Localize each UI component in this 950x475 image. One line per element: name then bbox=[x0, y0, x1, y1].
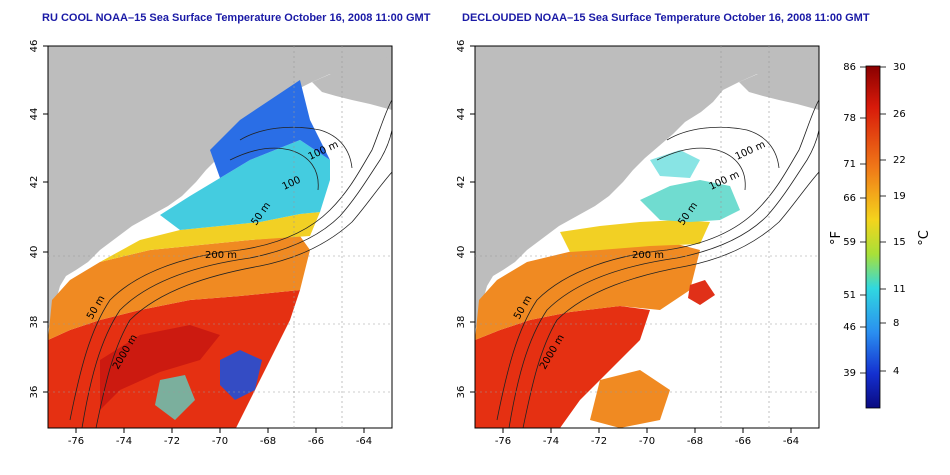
land-peninsula bbox=[312, 56, 392, 110]
sst-swath-cyan bbox=[160, 140, 330, 230]
y-tick-label: 36 bbox=[456, 386, 467, 399]
y-tick-label: 40 bbox=[456, 246, 467, 259]
f-tick-label: 78 bbox=[843, 113, 856, 124]
sst-blue-patch bbox=[220, 350, 262, 400]
x-tick-label: -74 bbox=[116, 436, 132, 447]
x-tick-label: -68 bbox=[260, 436, 276, 447]
colorbar-c-ticks: 30 26 22 19 15 11 8 4 bbox=[893, 62, 906, 377]
panel-2-x-axis: -76 -74 -72 -70 -68 -66 -64 bbox=[495, 436, 799, 447]
land-mass bbox=[475, 46, 819, 330]
x-tick-label: -68 bbox=[687, 436, 703, 447]
land-mass bbox=[48, 46, 392, 330]
sst-cyan-patch bbox=[155, 375, 195, 420]
sst-red-patch bbox=[688, 280, 715, 305]
fahrenheit-unit-label: °F bbox=[829, 231, 844, 245]
sst-orange-tail bbox=[590, 370, 670, 428]
c-tick-label: 30 bbox=[893, 62, 906, 73]
panel-1-tick-marks bbox=[43, 45, 365, 433]
x-tick-label: -70 bbox=[212, 436, 228, 447]
x-tick-label: -72 bbox=[591, 436, 607, 447]
x-tick-label: -70 bbox=[639, 436, 655, 447]
y-tick-label: 42 bbox=[29, 176, 40, 189]
c-tick-label: 11 bbox=[893, 284, 906, 295]
f-tick-label: 71 bbox=[843, 159, 856, 170]
x-tick-label: -66 bbox=[308, 436, 324, 447]
sst-orange bbox=[475, 244, 700, 340]
y-tick-label: 42 bbox=[456, 176, 467, 189]
panel-2-tick-marks bbox=[470, 45, 792, 433]
y-tick-label: 46 bbox=[29, 40, 40, 53]
y-tick-label: 44 bbox=[456, 108, 467, 121]
celsius-unit-label: °C bbox=[917, 230, 932, 246]
y-tick-label: 44 bbox=[29, 108, 40, 121]
y-tick-label: 38 bbox=[456, 316, 467, 329]
c-tick-label: 8 bbox=[893, 318, 899, 329]
panel-1-map bbox=[48, 46, 392, 428]
bathymetry-contours bbox=[496, 99, 819, 428]
colorbar bbox=[865, 65, 881, 409]
panel-1-title: RU COOL NOAA–15 Sea Surface Temperature … bbox=[42, 12, 431, 24]
sst-swath-yellow bbox=[70, 212, 320, 282]
c-tick-label: 19 bbox=[893, 191, 906, 202]
x-tick-label: -76 bbox=[495, 436, 511, 447]
x-tick-label: -74 bbox=[543, 436, 559, 447]
y-tick-label: 36 bbox=[29, 386, 40, 399]
x-tick-label: -66 bbox=[735, 436, 751, 447]
x-tick-label: -76 bbox=[68, 436, 84, 447]
c-tick-label: 22 bbox=[893, 155, 906, 166]
f-tick-label: 66 bbox=[843, 193, 856, 204]
x-tick-label: -64 bbox=[783, 436, 799, 447]
sst-gulfstream bbox=[100, 325, 220, 410]
panel-1-y-axis: 46 44 42 40 38 36 bbox=[29, 40, 40, 399]
depth-label: 200 m bbox=[632, 250, 664, 261]
colorbar-f-ticks: 86 78 71 66 59 51 46 39 bbox=[843, 62, 856, 379]
panel-2-map bbox=[475, 46, 819, 428]
sst-swath-orange bbox=[48, 236, 310, 340]
panel-2-grid bbox=[475, 46, 819, 428]
x-tick-label: -72 bbox=[164, 436, 180, 447]
colorbar-tick-marks bbox=[860, 66, 886, 374]
x-tick-label: -64 bbox=[356, 436, 372, 447]
f-tick-label: 51 bbox=[843, 290, 856, 301]
panel-2-title: DECLOUDED NOAA–15 Sea Surface Temperatur… bbox=[462, 12, 870, 24]
panel-1-grid bbox=[48, 46, 392, 428]
y-tick-label: 38 bbox=[29, 316, 40, 329]
f-tick-label: 46 bbox=[843, 322, 856, 333]
y-tick-label: 46 bbox=[456, 40, 467, 53]
f-tick-label: 59 bbox=[843, 237, 856, 248]
sst-cyan bbox=[640, 180, 740, 222]
land-peninsula bbox=[739, 56, 819, 110]
f-tick-label: 86 bbox=[843, 62, 856, 73]
depth-label: 200 m bbox=[205, 250, 237, 261]
y-tick-label: 40 bbox=[29, 246, 40, 259]
c-tick-label: 15 bbox=[893, 237, 906, 248]
panel-1-x-axis: -76 -74 -72 -70 -68 -66 -64 bbox=[68, 436, 372, 447]
f-tick-label: 39 bbox=[843, 368, 856, 379]
c-tick-label: 4 bbox=[893, 366, 899, 377]
panel-2-y-axis: 46 44 42 40 38 36 bbox=[456, 40, 467, 399]
sst-yellow bbox=[560, 220, 710, 252]
c-tick-label: 26 bbox=[893, 109, 906, 120]
bathymetry-contours bbox=[69, 99, 392, 428]
